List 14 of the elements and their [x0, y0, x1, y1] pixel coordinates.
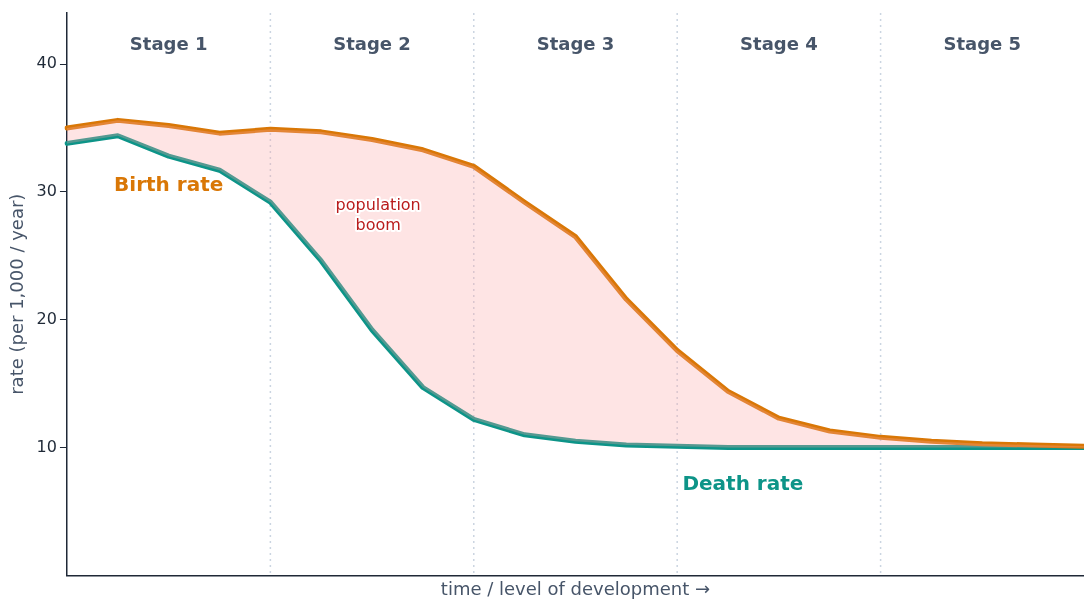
- annotation: Stage 5: [943, 32, 1022, 54]
- annotation: Stage 2: [333, 32, 411, 54]
- annotation: Stage 1: [129, 32, 208, 54]
- annotation: Stage 4: [740, 32, 818, 54]
- y-tick-label: 20: [36, 308, 57, 328]
- annotation: population boom: [335, 194, 421, 234]
- y-tick-label: 10: [36, 436, 57, 456]
- series-label: Birth rate: [114, 171, 224, 196]
- annotation: Stage 3: [536, 32, 615, 54]
- y-axis-title: rate (per 1,000 / year): [6, 193, 28, 395]
- series-label: Death rate: [682, 470, 804, 495]
- x-axis-title: time / level of development →: [440, 577, 711, 599]
- y-tick-label: 30: [36, 181, 57, 201]
- y-tick-label: 40: [36, 53, 57, 73]
